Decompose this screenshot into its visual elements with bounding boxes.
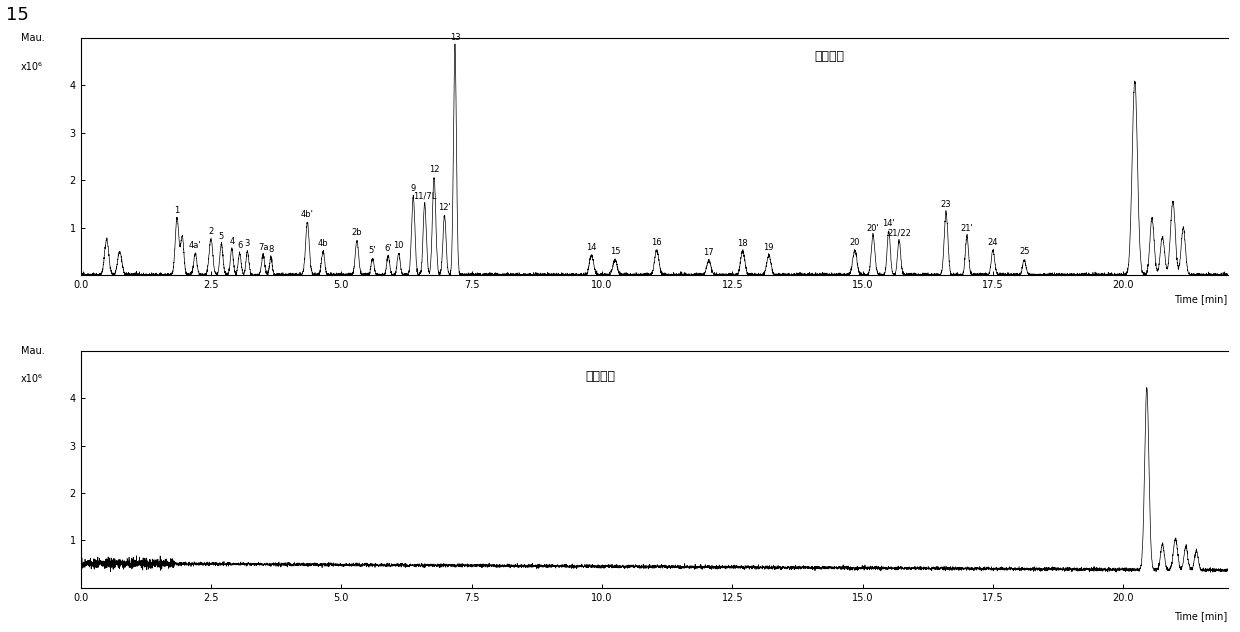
Text: Mau.: Mau. bbox=[21, 33, 45, 43]
Text: 样品溶液: 样品溶液 bbox=[815, 50, 844, 63]
Text: 15: 15 bbox=[6, 6, 29, 24]
Text: 1: 1 bbox=[175, 206, 180, 215]
Text: 10: 10 bbox=[393, 241, 404, 250]
Text: 6: 6 bbox=[237, 241, 242, 250]
Text: Time [min]: Time [min] bbox=[1174, 294, 1228, 304]
Text: 13: 13 bbox=[450, 33, 460, 42]
Text: 23: 23 bbox=[941, 200, 951, 209]
Text: 16: 16 bbox=[651, 238, 662, 247]
Text: 12: 12 bbox=[429, 166, 439, 174]
Text: 17: 17 bbox=[703, 248, 714, 257]
Text: 4b': 4b' bbox=[301, 210, 314, 219]
Text: 2b: 2b bbox=[352, 229, 362, 238]
Text: 5: 5 bbox=[218, 232, 224, 241]
Text: Time [min]: Time [min] bbox=[1174, 612, 1228, 621]
Text: 3: 3 bbox=[244, 239, 250, 248]
Text: 21/22: 21/22 bbox=[887, 229, 911, 238]
Text: 7a: 7a bbox=[258, 243, 268, 252]
Text: x10⁶: x10⁶ bbox=[21, 62, 43, 71]
Text: 20': 20' bbox=[867, 224, 879, 233]
Text: 24: 24 bbox=[988, 238, 998, 247]
Text: 5': 5' bbox=[368, 246, 376, 255]
Text: 8: 8 bbox=[268, 245, 274, 253]
Text: x10⁶: x10⁶ bbox=[21, 374, 43, 384]
Text: 6': 6' bbox=[384, 244, 392, 253]
Text: 4b: 4b bbox=[317, 239, 329, 248]
Text: 14': 14' bbox=[883, 219, 895, 228]
Text: 20: 20 bbox=[849, 238, 861, 247]
Text: 4a': 4a' bbox=[188, 241, 202, 250]
Text: Mau.: Mau. bbox=[21, 346, 45, 356]
Text: 12': 12' bbox=[438, 204, 451, 212]
Text: 19: 19 bbox=[764, 243, 774, 252]
Text: 25: 25 bbox=[1019, 248, 1029, 257]
Text: 9: 9 bbox=[410, 185, 415, 193]
Text: 11/7L: 11/7L bbox=[413, 191, 436, 200]
Text: 4: 4 bbox=[229, 236, 234, 246]
Text: 21': 21' bbox=[961, 224, 973, 233]
Text: 14: 14 bbox=[587, 243, 596, 252]
Text: 15: 15 bbox=[610, 248, 620, 257]
Text: 2: 2 bbox=[208, 227, 213, 236]
Text: 18: 18 bbox=[738, 239, 748, 248]
Text: 空白溶液: 空白溶液 bbox=[585, 370, 615, 383]
